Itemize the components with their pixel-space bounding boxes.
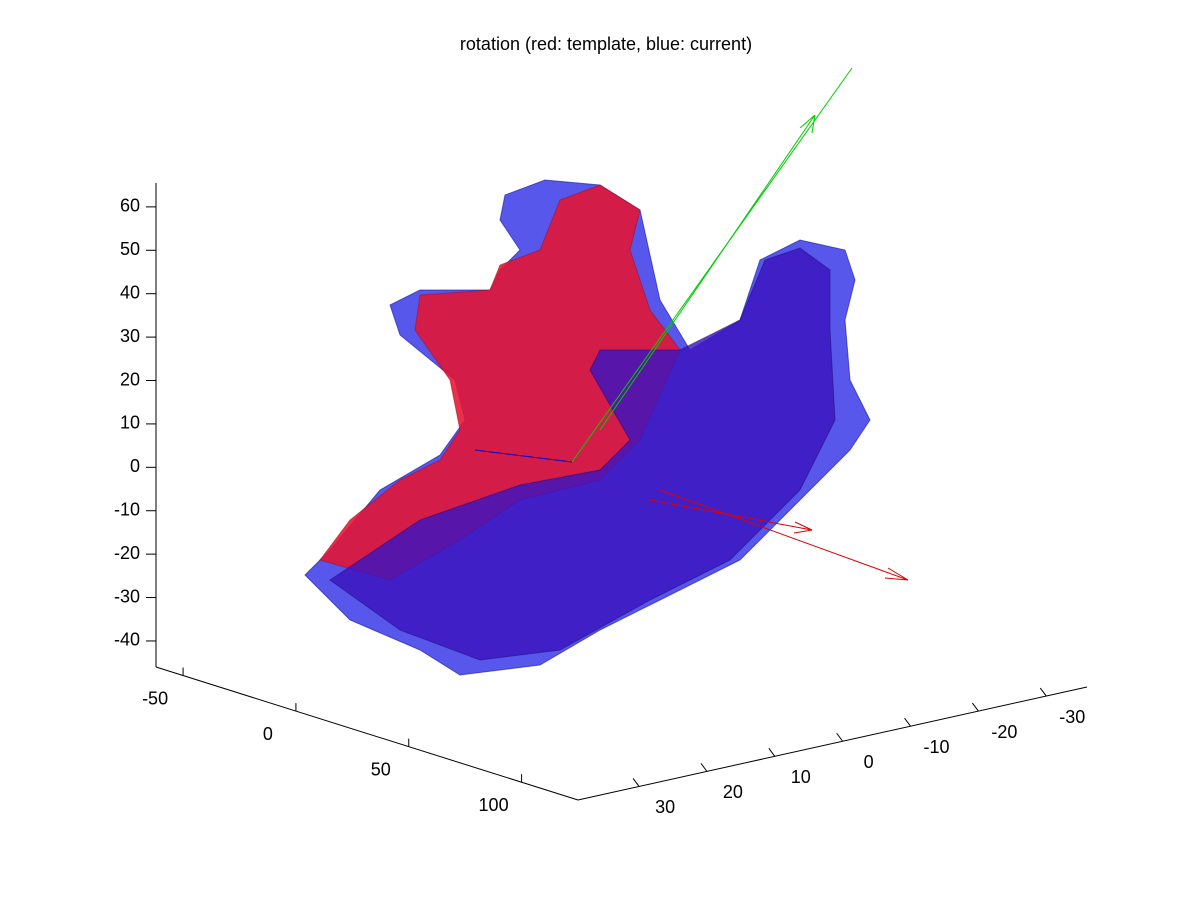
- y-tick-label: -20: [991, 722, 1017, 742]
- y-tick: [836, 732, 844, 742]
- surfaces: [304, 179, 871, 676]
- y-tick-label: 0: [864, 752, 874, 772]
- x-tick-label: 0: [263, 724, 273, 744]
- y-tick-label: -30: [1059, 707, 1085, 727]
- rotation-vectors: [474, 67, 909, 581]
- y-tick: [904, 717, 911, 727]
- y-tick: [700, 763, 708, 772]
- z-tick-label: 0: [130, 456, 140, 476]
- y-tick-label: 10: [791, 767, 811, 787]
- z-tick-label: 30: [120, 326, 140, 346]
- green-axis: [571, 67, 853, 463]
- z-tick-label: 10: [120, 413, 140, 433]
- current-surface-front: [329, 247, 836, 661]
- x-tick-label: -50: [142, 688, 168, 708]
- y-tick: [1039, 687, 1047, 697]
- y-tick-label: 20: [723, 782, 743, 802]
- y-axis: [577, 686, 1088, 801]
- x-tick-label: 100: [479, 795, 509, 815]
- y-tick: [768, 748, 776, 757]
- y-tick: [632, 778, 640, 787]
- z-tick-label: 40: [120, 282, 140, 302]
- red-arrow: [659, 489, 909, 581]
- x-axis: [155, 666, 579, 801]
- y-tick-label: 30: [655, 797, 675, 817]
- blue-axis: [474, 449, 573, 463]
- z-tick-label: -10: [114, 499, 140, 519]
- z-tick-label: 60: [120, 196, 140, 216]
- chart-title: rotation (red: template, blue: current): [460, 34, 752, 54]
- z-tick-label: 50: [120, 239, 140, 259]
- z-tick-label: -40: [114, 630, 140, 650]
- green-arrow: [599, 114, 816, 431]
- z-tick-label: -20: [114, 543, 140, 563]
- red-arrow-2: [649, 499, 813, 534]
- z-tick-label: 20: [120, 369, 140, 389]
- y-tick-label: -10: [924, 737, 950, 757]
- z-tick-label: -30: [114, 586, 140, 606]
- y-tick: [972, 702, 979, 712]
- x-tick-label: 50: [371, 759, 391, 779]
- axes-lines: [155, 183, 1088, 801]
